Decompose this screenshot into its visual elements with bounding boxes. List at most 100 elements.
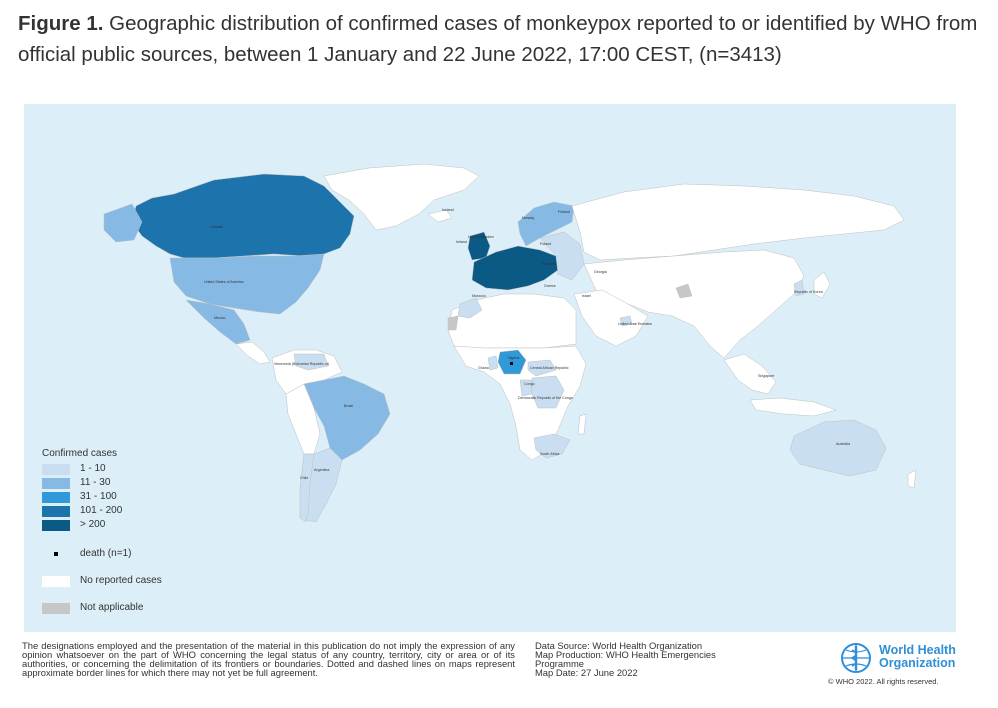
figure-caption: Geographic distribution of confirmed cas…: [18, 12, 978, 66]
legend-title: Confirmed cases: [42, 448, 118, 459]
map-source-info: Data Source: World Health Organization M…: [535, 641, 755, 677]
legend-swatch: [42, 478, 70, 489]
region-chile: [299, 453, 315, 523]
map-date: Map Date: 27 June 2022: [535, 667, 638, 678]
label-ireland: Ireland: [456, 240, 467, 244]
legend-swatch: [42, 506, 70, 517]
legend-item-101-200: 101 - 200: [42, 505, 222, 517]
label-morocco: Morocco: [472, 294, 486, 298]
region-madagascar: [577, 413, 587, 435]
legend-label: No reported cases: [80, 575, 162, 586]
region-iceland: [427, 209, 453, 223]
label-australia: Australia: [836, 442, 850, 446]
region-central-america: [235, 341, 271, 365]
region-southeast-asia: [723, 353, 777, 395]
legend-swatch: [42, 492, 70, 503]
legend-item-1-10: 1 - 10: [42, 463, 222, 475]
region-not-applicable-asia: [675, 283, 693, 299]
map-production: Map Production: WHO Health Emergencies P…: [535, 649, 716, 669]
label-brazil: Brazil: [344, 404, 353, 408]
legend-item-no-cases: No reported cases: [42, 575, 222, 587]
legend-item-death: death (n=1): [42, 548, 222, 560]
label-nigeria: Nigeria: [508, 356, 520, 360]
region-eastern-europe: [539, 231, 585, 281]
region-korea: [793, 279, 805, 297]
region-russia: [571, 183, 905, 261]
label-greece: Greece: [544, 284, 556, 288]
legend-swatch: [42, 576, 70, 587]
label-south-africa: South Africa: [540, 452, 560, 456]
copyright: © WHO 2022. All rights reserved.: [828, 677, 939, 686]
region-indonesia: [749, 397, 837, 417]
legend-label: 1 - 10: [80, 463, 106, 474]
region-western-sahara: [447, 315, 459, 331]
label-norway: Norway: [522, 216, 535, 220]
label-canada: Canada: [210, 225, 223, 229]
legend-swatch: [42, 603, 70, 614]
region-venezuela: [293, 353, 329, 371]
label-argentina: Argentina: [314, 468, 330, 472]
region-alaska: [103, 203, 143, 243]
region-uae: [619, 315, 633, 327]
legend-item-over-200: > 200: [42, 519, 222, 531]
label-chile: Chile: [300, 476, 309, 480]
who-name-line2: Organization: [879, 656, 956, 670]
label-korea: Republic of Korea: [794, 290, 823, 294]
label-venezuela: Venezuela (Bolivarian Republic of): [274, 362, 329, 366]
legend-label: 11 - 30: [80, 477, 111, 488]
figure-number: Figure 1.: [18, 12, 104, 35]
label-poland: Poland: [540, 242, 552, 246]
label-car: Central African Republic: [530, 366, 569, 370]
region-new-zealand: [907, 469, 917, 489]
region-brazil: [303, 375, 391, 461]
world-map: Canada United States of America Mexico V…: [24, 104, 956, 632]
region-south-africa: [533, 433, 571, 459]
legend-label: 101 - 200: [80, 505, 123, 516]
data-source: Data Source: World Health Organization: [535, 640, 703, 651]
legend-label: > 200: [80, 519, 106, 530]
legend-swatch: [42, 464, 70, 475]
legend-item-31-100: 31 - 100: [42, 491, 222, 503]
legend-label: 31 - 100: [80, 491, 117, 502]
region-asia: [583, 249, 805, 359]
region-australia: [789, 419, 887, 477]
region-canada: [131, 173, 355, 259]
disclaimer-text: The designations employed and the presen…: [22, 640, 515, 678]
region-usa: [169, 253, 325, 315]
legend-swatch: [42, 520, 70, 531]
label-congo: Congo: [524, 382, 535, 386]
label-usa: United States of America: [204, 280, 244, 284]
who-logo-text: World Health Organization: [879, 644, 956, 670]
world-map-svg: [103, 163, 917, 523]
label-finland: Finland: [558, 210, 570, 214]
label-iceland: Iceland: [442, 208, 454, 212]
legend-label: death (n=1): [80, 548, 132, 559]
who-name-line1: World Health: [879, 643, 956, 657]
label-mexico: Mexico: [214, 316, 226, 320]
region-japan: [813, 271, 831, 299]
label-uae: United Arab Emirates: [618, 322, 652, 326]
death-marker: [510, 362, 513, 365]
region-car: [527, 359, 557, 377]
label-drc: Democratic Republic of the Congo: [518, 396, 573, 400]
label-israel: Israel: [582, 294, 591, 298]
label-singapore: Singapore: [758, 374, 775, 378]
region-greenland: [323, 163, 480, 231]
label-romania: Romania: [542, 262, 557, 266]
figure-title: Figure 1. Geographic distribution of con…: [18, 8, 978, 70]
legend-label: Not applicable: [80, 602, 144, 613]
who-emblem-icon: [841, 643, 871, 673]
label-uk: United Kingdom: [468, 235, 494, 239]
region-middle-east: [573, 289, 649, 347]
region-mexico: [185, 299, 251, 345]
death-marker-icon: [54, 552, 58, 556]
legend-item-11-30: 11 - 30: [42, 477, 222, 489]
label-ghana: Ghana: [478, 366, 489, 370]
region-ghana: [487, 355, 499, 371]
region-drc: [531, 375, 565, 409]
region-western-europe: [471, 245, 559, 291]
legend-item-not-applicable: Not applicable: [42, 602, 222, 614]
region-scandinavia: [517, 201, 575, 247]
region-morocco: [457, 297, 483, 319]
label-georgia: Georgia: [594, 270, 607, 274]
